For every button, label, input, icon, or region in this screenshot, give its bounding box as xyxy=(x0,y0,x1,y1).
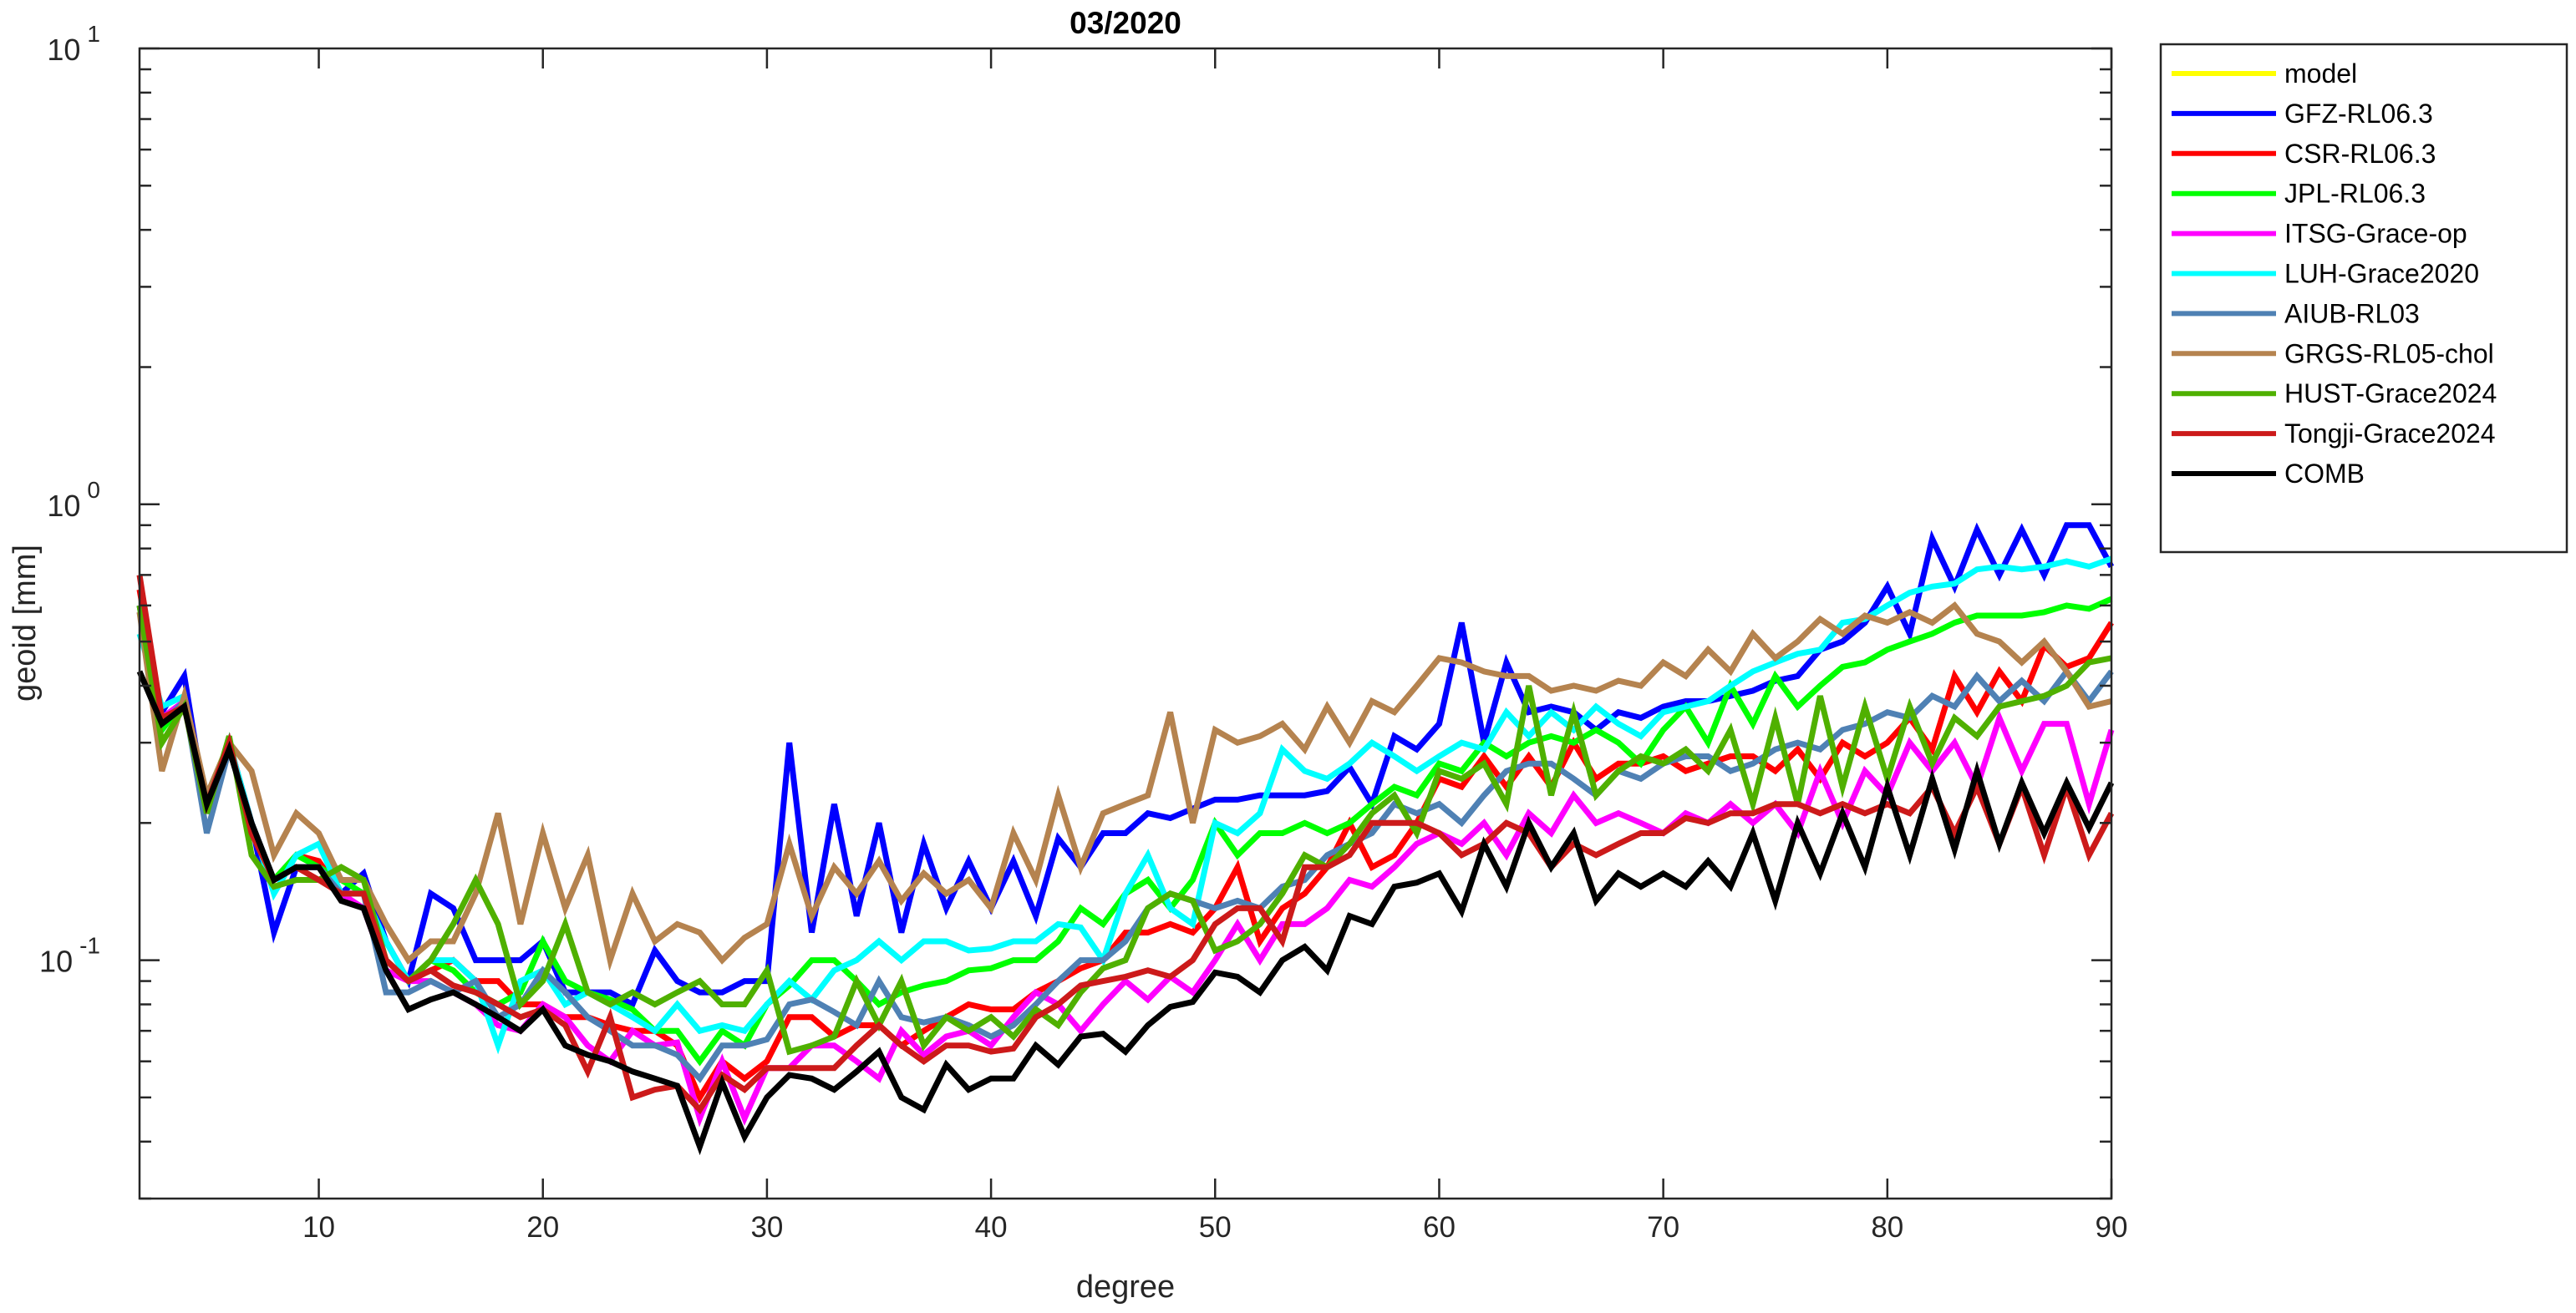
y-tick-base: 10 xyxy=(47,489,80,523)
series-line-luh-grace2020 xyxy=(136,555,2113,1055)
y-tick-exponent: 1 xyxy=(87,21,100,47)
plot-lines xyxy=(136,522,2115,1156)
x-tick-label: 90 xyxy=(2096,1211,2128,1244)
legend-label: GRGS-RL05-chol xyxy=(2284,338,2494,368)
legend-item: AIUB-RL03 xyxy=(2172,298,2420,328)
legend-label: HUST-Grace2024 xyxy=(2284,378,2497,408)
series-line-hust-grace2024 xyxy=(136,605,2112,1056)
legend-item: GFZ-RL06.3 xyxy=(2172,99,2433,129)
series-line-tongji-grace2024 xyxy=(136,574,2115,1115)
x-tick-label: 40 xyxy=(975,1211,1008,1244)
legend-label: Tongji-Grace2024 xyxy=(2284,418,2496,449)
x-tick-label: 80 xyxy=(1871,1211,1903,1244)
y-axis-label: geoid [mm] xyxy=(8,545,43,702)
legend-label: JPL-RL06.3 xyxy=(2284,179,2426,209)
y-tick-base: 10 xyxy=(47,33,80,67)
x-axis-label: degree xyxy=(1076,1270,1175,1305)
legend: model GFZ-RL06.3 CSR-RL06.3 JPL-RL06.3 ITSG-… xyxy=(2159,43,2568,554)
legend-label: LUH-Grace2020 xyxy=(2284,259,2479,289)
x-tick-label: 60 xyxy=(1423,1211,1456,1244)
y-tick-label: 10 -1 xyxy=(39,933,100,979)
legend-item: JPL-RL06.3 xyxy=(2172,179,2426,209)
legend-label: GFZ-RL06.3 xyxy=(2284,99,2433,129)
y-tick-exponent: 0 xyxy=(87,477,100,503)
x-tick-label: 20 xyxy=(526,1211,559,1244)
x-tick-label: 30 xyxy=(750,1211,783,1244)
chart-title: 03/2020 xyxy=(1070,6,1181,40)
legend-item: CSR-RL06.3 xyxy=(2172,139,2436,169)
series-line-gfz-rl06-3 xyxy=(136,522,2115,1009)
x-tick-label: 10 xyxy=(302,1211,335,1244)
y-tick-label: 10 0 xyxy=(47,477,100,523)
legend-label: ITSG-Grace-op xyxy=(2284,219,2467,249)
series-line-grgs-rl05-chol xyxy=(136,601,2112,971)
legend-item: ITSG-Grace-op xyxy=(2172,219,2467,249)
legend-item: HUST-Grace2024 xyxy=(2172,378,2497,408)
legend-box xyxy=(2159,43,2568,554)
y-tick-exponent: -1 xyxy=(79,933,100,959)
series-line-comb xyxy=(136,670,2115,1156)
legend-label: CSR-RL06.3 xyxy=(2284,139,2436,169)
legend-label: AIUB-RL03 xyxy=(2284,298,2420,328)
legend-item: model xyxy=(2172,58,2357,89)
x-tick-label: 70 xyxy=(1647,1211,1679,1244)
legend-label: model xyxy=(2284,58,2357,89)
y-tick-label: 10 1 xyxy=(47,21,100,67)
legend-item: COMB xyxy=(2172,459,2365,489)
legend-item: Tongji-Grace2024 xyxy=(2172,418,2496,449)
legend-item: GRGS-RL05-chol xyxy=(2172,338,2494,368)
x-tick-label: 50 xyxy=(1199,1211,1232,1244)
axes-box xyxy=(138,47,2113,1200)
y-tick-base: 10 xyxy=(39,945,73,979)
legend-item: LUH-Grace2020 xyxy=(2172,259,2479,289)
legend-label: COMB xyxy=(2284,459,2365,489)
